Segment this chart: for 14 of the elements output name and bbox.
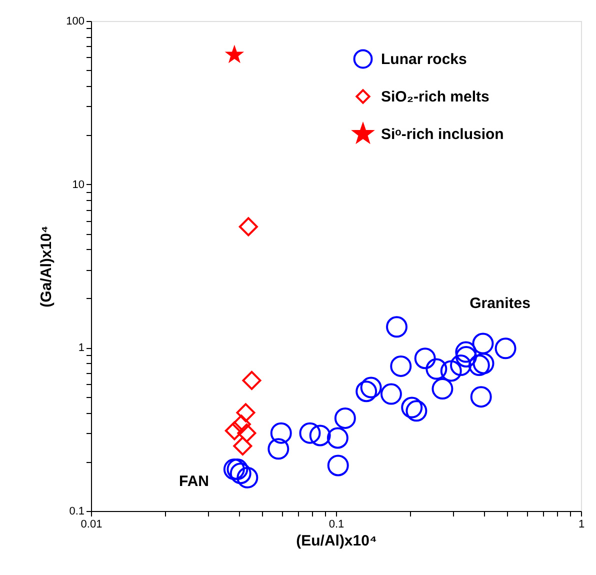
legend-label: SiO₂-rich melts	[381, 88, 490, 106]
x-axis-title: (Eu/Al)x10⁴	[296, 532, 377, 550]
annotation: Granites	[470, 295, 530, 312]
y-tick-label: 1	[78, 342, 84, 354]
y-tick-label: 10	[72, 178, 84, 191]
legend-label: Siᵒ-rich inclusion	[381, 126, 504, 143]
y-tick-label: 0.1	[69, 506, 84, 518]
x-tick-label: 1	[578, 518, 585, 530]
legend-label: Lunar rocks	[381, 51, 467, 68]
x-tick-label: 0.1	[328, 518, 344, 530]
annotation: FAN	[179, 473, 209, 490]
x-tick-label: 0.01	[80, 518, 102, 530]
y-tick-label: 100	[66, 16, 84, 28]
y-axis-title: (Ga/Al)x10⁴	[38, 226, 56, 308]
